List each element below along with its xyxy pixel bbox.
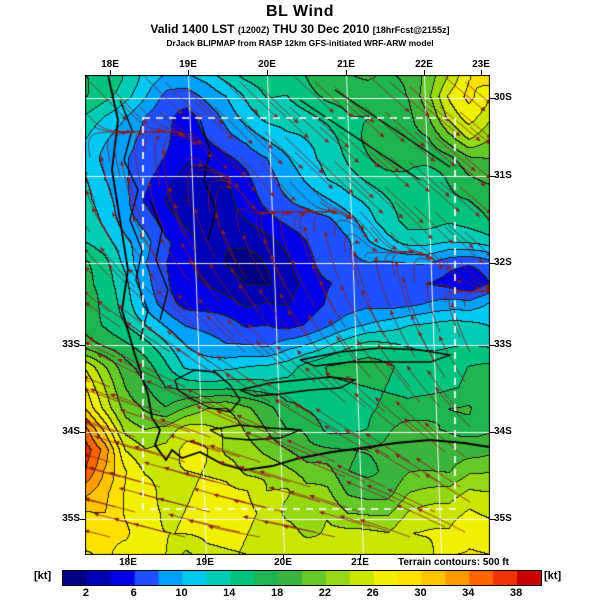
valid-prefix: Valid 1400 LST bbox=[150, 22, 235, 36]
colorbar-tick-label: 18 bbox=[270, 587, 284, 599]
colorbar-tick-label: 26 bbox=[366, 587, 379, 599]
colorbar-tick-label: 14 bbox=[223, 587, 236, 599]
valid-time-line: Valid 1400 LST (1200Z) THU 30 Dec 2010 [… bbox=[0, 22, 600, 36]
tick-bottom bbox=[283, 555, 284, 560]
tick-bottom bbox=[360, 555, 361, 560]
valid-zulu: (1200Z) bbox=[237, 25, 270, 35]
lon-label-top: 21E bbox=[337, 59, 355, 70]
tick-right bbox=[490, 98, 495, 99]
colorbar-tick-label: 10 bbox=[175, 587, 188, 599]
lat-label-right: 35S bbox=[494, 513, 512, 524]
tick-bottom bbox=[128, 555, 129, 560]
lat-label-right: 33S bbox=[494, 339, 512, 350]
colorbar bbox=[62, 570, 542, 586]
colorbar-tick-label: 2 bbox=[82, 587, 89, 599]
tick-right bbox=[490, 432, 495, 433]
tick-right bbox=[490, 519, 495, 520]
lon-label-bottom: 21E bbox=[351, 557, 369, 568]
colorbar-unit-left: [kt] bbox=[34, 570, 52, 582]
colorbar-tick-label: 30 bbox=[414, 587, 427, 599]
lat-label-right: 30S bbox=[494, 92, 512, 103]
lon-label-top: 18E bbox=[101, 59, 119, 70]
colorbar-tick-label: 38 bbox=[509, 587, 523, 599]
colorbar-unit-right: [kt] bbox=[544, 570, 562, 582]
lon-label-top: 20E bbox=[258, 59, 276, 70]
colorbar-tick-label: 22 bbox=[318, 587, 332, 599]
colorbar-tick-label: 6 bbox=[130, 587, 137, 599]
lat-label-right: 34S bbox=[494, 426, 512, 437]
lon-label-bottom: 20E bbox=[274, 557, 292, 568]
tick-right bbox=[490, 176, 495, 177]
lon-label-top: 19E bbox=[179, 59, 197, 70]
tick-right bbox=[490, 263, 495, 264]
lat-label-left: 34S bbox=[62, 426, 80, 437]
lat-label-right: 32S bbox=[494, 257, 512, 268]
lat-label-right: 31S bbox=[494, 170, 512, 181]
lat-label-left: 33S bbox=[62, 339, 80, 350]
lon-label-bottom: 19E bbox=[196, 557, 214, 568]
model-attribution: DrJack BLIPMAP from RASP 12km GFS-initia… bbox=[166, 38, 434, 48]
lat-label-left: 35S bbox=[62, 513, 80, 524]
wind-map-canvas bbox=[85, 75, 490, 555]
terrain-contours-note: Terrain contours: 500 ft bbox=[398, 557, 509, 568]
valid-date: THU 30 Dec 2010 bbox=[272, 22, 370, 36]
page-title: BL Wind bbox=[266, 3, 334, 20]
lon-label-bottom: 18E bbox=[119, 557, 137, 568]
valid-fcst: [18hrFcst@2155z] bbox=[372, 25, 450, 35]
colorbar-tick-label: 34 bbox=[462, 587, 475, 599]
tick-bottom bbox=[205, 555, 206, 560]
tick-right bbox=[490, 345, 495, 346]
lon-label-top: 22E bbox=[415, 59, 433, 70]
lon-label-top: 23E bbox=[472, 59, 490, 70]
